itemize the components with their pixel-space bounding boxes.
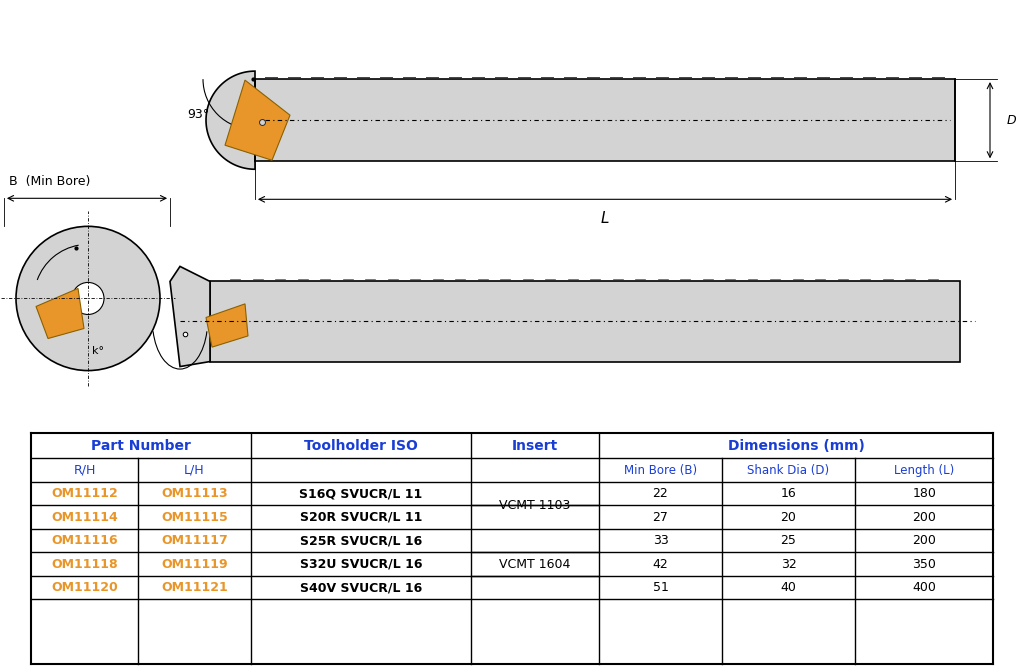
- Text: 93°: 93°: [187, 108, 209, 121]
- Text: OM11119: OM11119: [161, 558, 228, 571]
- Text: OM11112: OM11112: [51, 487, 118, 500]
- Text: 22: 22: [652, 487, 669, 500]
- Text: 400: 400: [912, 581, 936, 594]
- Text: Toolholder ISO: Toolholder ISO: [304, 439, 418, 453]
- Text: B  (Min Bore): B (Min Bore): [9, 175, 90, 188]
- Text: 40: 40: [780, 581, 797, 594]
- Polygon shape: [225, 80, 290, 160]
- Text: S16Q SVUCR/L 11: S16Q SVUCR/L 11: [299, 487, 423, 500]
- Text: OM11115: OM11115: [161, 511, 228, 523]
- Text: VCMT 1604: VCMT 1604: [500, 558, 570, 571]
- Text: OM11120: OM11120: [51, 581, 118, 594]
- Circle shape: [72, 282, 104, 314]
- Text: S32U SVUCR/L 16: S32U SVUCR/L 16: [300, 558, 422, 571]
- Circle shape: [16, 226, 160, 370]
- Text: OM11113: OM11113: [161, 487, 228, 500]
- Text: 200: 200: [912, 511, 936, 523]
- Polygon shape: [206, 304, 248, 347]
- Text: S40V SVUCR/L 16: S40V SVUCR/L 16: [300, 581, 422, 594]
- Polygon shape: [255, 79, 955, 161]
- Text: 350: 350: [912, 558, 936, 571]
- Text: Part Number: Part Number: [91, 439, 190, 453]
- Text: Length (L): Length (L): [894, 464, 954, 476]
- Text: S20R SVUCR/L 11: S20R SVUCR/L 11: [300, 511, 422, 523]
- Polygon shape: [206, 71, 255, 169]
- Text: 32: 32: [780, 558, 797, 571]
- Text: OM11114: OM11114: [51, 511, 118, 523]
- Text: 51: 51: [652, 581, 669, 594]
- Text: Min Bore (B): Min Bore (B): [624, 464, 697, 476]
- Text: 42: 42: [652, 558, 669, 571]
- Text: R/H: R/H: [74, 464, 95, 476]
- Text: 27: 27: [652, 511, 669, 523]
- Text: 16: 16: [780, 487, 797, 500]
- Text: 200: 200: [912, 534, 936, 547]
- Text: Dimensions (mm): Dimensions (mm): [728, 439, 864, 453]
- Text: OM11116: OM11116: [51, 534, 118, 547]
- Text: OM11121: OM11121: [161, 581, 228, 594]
- Polygon shape: [170, 266, 210, 366]
- Text: 180: 180: [912, 487, 936, 500]
- Text: k°: k°: [92, 345, 104, 355]
- Text: L: L: [601, 211, 609, 226]
- Text: OM11117: OM11117: [161, 534, 228, 547]
- Text: Shank Dia (D): Shank Dia (D): [748, 464, 829, 476]
- Text: L/H: L/H: [184, 464, 205, 476]
- Polygon shape: [210, 282, 961, 362]
- Text: 20: 20: [780, 511, 797, 523]
- Text: Insert: Insert: [512, 439, 558, 453]
- Text: OM11118: OM11118: [51, 558, 118, 571]
- Text: VCMT 1103: VCMT 1103: [500, 499, 570, 512]
- Text: D: D: [1007, 114, 1017, 127]
- Text: 25: 25: [780, 534, 797, 547]
- Text: S25R SVUCR/L 16: S25R SVUCR/L 16: [300, 534, 422, 547]
- Text: 33: 33: [652, 534, 669, 547]
- Polygon shape: [36, 288, 84, 339]
